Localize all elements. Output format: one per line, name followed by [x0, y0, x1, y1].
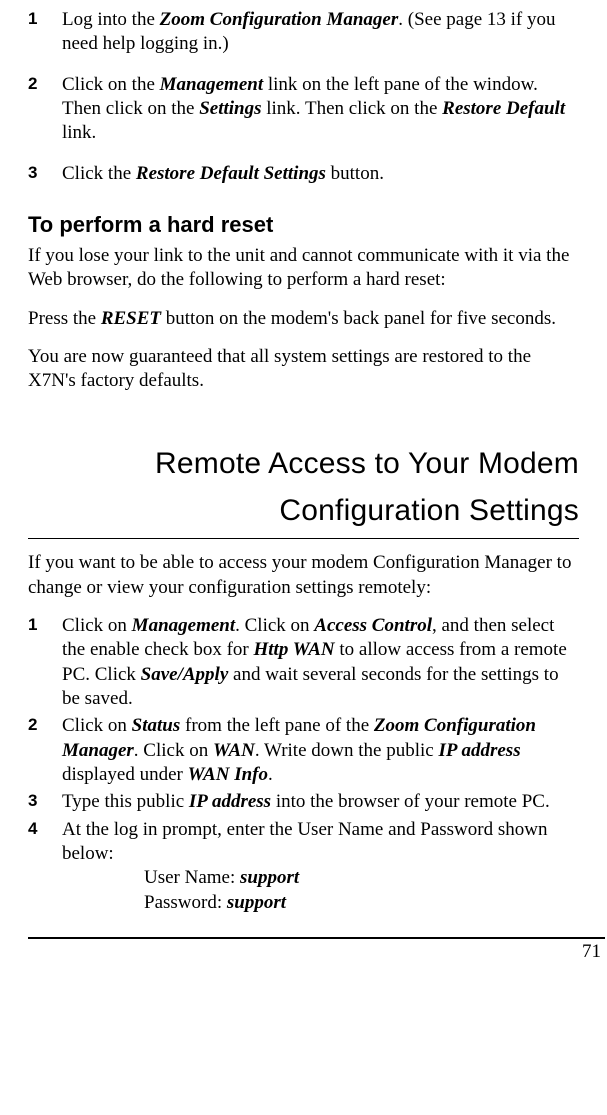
step-body: Click on Status from the left pane of th…: [62, 714, 579, 787]
bold-text: Restore Default: [442, 98, 565, 119]
bold-text: IP address: [189, 791, 271, 812]
section-rule: [28, 538, 579, 539]
text: Click on: [62, 715, 132, 736]
step-body: Type this public IP address into the bro…: [62, 790, 579, 814]
bold-text: Access Control: [314, 615, 432, 636]
bold-text: Settings: [199, 98, 261, 119]
step-number: 1: [28, 8, 62, 57]
text: into the browser of your remote PC.: [271, 791, 550, 812]
text: link. Then click on the: [262, 98, 443, 119]
bold-text: Status: [132, 715, 181, 736]
text: from the left pane of the: [180, 715, 374, 736]
text: Click on: [62, 615, 132, 636]
paragraph: If you want to be able to access your mo…: [28, 551, 579, 600]
step-2a: 2 Click on the Management link on the le…: [28, 73, 579, 146]
bold-text: RESET: [101, 308, 161, 329]
text: . Click on: [134, 740, 213, 761]
label: User Name:: [144, 867, 240, 888]
step-2b: 2 Click on Status from the left pane of …: [28, 714, 579, 787]
step-4b: 4 At the log in prompt, enter the User N…: [28, 818, 579, 915]
paragraph: Press the RESET button on the modem's ba…: [28, 307, 579, 331]
text: button.: [326, 163, 384, 184]
text: Click the: [62, 163, 136, 184]
page-number: 71: [28, 941, 603, 963]
text: . Write down the public: [255, 740, 439, 761]
text: Log into the: [62, 9, 160, 30]
bold-text: WAN Info: [188, 764, 268, 785]
credential-password: Password: support: [144, 891, 579, 915]
bold-text: Zoom Configuration Manager: [160, 9, 399, 30]
label: Password:: [144, 892, 227, 913]
footer-rule: [28, 937, 605, 939]
text: button on the modem's back panel for fiv…: [161, 308, 556, 329]
step-number: 1: [28, 614, 62, 711]
text: Type this public: [62, 791, 189, 812]
text: link.: [62, 122, 96, 143]
step-1b: 1 Click on Management. Click on Access C…: [28, 614, 579, 711]
bold-text: Restore Default Settings: [136, 163, 326, 184]
step-body: Log into the Zoom Configuration Manager.…: [62, 8, 579, 57]
bold-text: IP address: [438, 740, 520, 761]
step-body: At the log in prompt, enter the User Nam…: [62, 818, 579, 915]
text: . Click on: [235, 615, 314, 636]
bold-text: Http WAN: [254, 639, 335, 660]
step-3b: 3 Type this public IP address into the b…: [28, 790, 579, 814]
text: Click on the: [62, 74, 160, 95]
page: 1 Log into the Zoom Configuration Manage…: [0, 0, 607, 975]
step-number: 3: [28, 790, 62, 814]
value: support: [240, 867, 299, 888]
subheading-hard-reset: To perform a hard reset: [28, 212, 579, 238]
paragraph: If you lose your link to the unit and ca…: [28, 244, 579, 293]
step-number: 3: [28, 162, 62, 186]
bold-text: Management: [132, 615, 235, 636]
bold-text: WAN: [213, 740, 255, 761]
step-number: 4: [28, 818, 62, 915]
step-1a: 1 Log into the Zoom Configuration Manage…: [28, 8, 579, 57]
step-number: 2: [28, 714, 62, 787]
step-body: Click the Restore Default Settings butto…: [62, 162, 579, 186]
paragraph: You are now guaranteed that all system s…: [28, 345, 579, 394]
text: .: [268, 764, 273, 785]
step-number: 2: [28, 73, 62, 146]
step-body: Click on the Management link on the left…: [62, 73, 579, 146]
text: Press the: [28, 308, 101, 329]
value: support: [227, 892, 286, 913]
bold-text: Management: [160, 74, 263, 95]
section-heading: Remote Access to Your Modem Configuratio…: [28, 441, 579, 534]
step-3a: 3 Click the Restore Default Settings but…: [28, 162, 579, 186]
text: At the log in prompt, enter the User Nam…: [62, 819, 547, 864]
credential-username: User Name: support: [144, 866, 579, 890]
text: displayed under: [62, 764, 188, 785]
bold-text: Save/Apply: [141, 664, 229, 685]
step-body: Click on Management. Click on Access Con…: [62, 614, 579, 711]
